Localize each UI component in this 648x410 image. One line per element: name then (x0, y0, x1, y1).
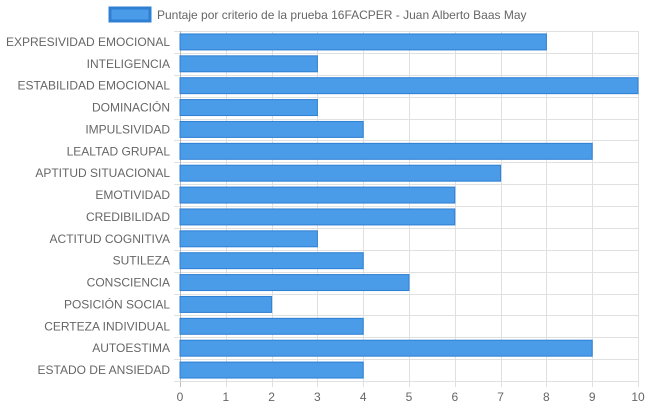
x-tick-label: 8 (543, 390, 550, 404)
legend-swatch[interactable] (108, 6, 152, 23)
category-label: POSICIÓN SOCIAL (64, 296, 170, 311)
x-tick-label: 2 (268, 390, 275, 404)
bar[interactable] (179, 252, 364, 270)
category-label: ACTITUD COGNITIVA (50, 232, 170, 246)
bar[interactable] (179, 208, 456, 226)
bar[interactable] (179, 339, 593, 357)
bar[interactable] (179, 164, 502, 182)
category-label: APTITUD SITUACIONAL (35, 166, 170, 180)
bar[interactable] (179, 77, 639, 95)
x-tick-label: 3 (314, 390, 321, 404)
x-tick-label: 4 (360, 390, 367, 404)
category-label: CREDIBILIDAD (86, 210, 170, 224)
x-tick-label: 5 (406, 390, 413, 404)
category-labels: EXPRESIVIDAD EMOCIONAL INTELIGENCIA ESTABI… (6, 35, 170, 377)
category-label: LEALTAD GRUPAL (67, 144, 171, 158)
category-label: EXPRESIVIDAD EMOCIONAL (6, 35, 170, 49)
x-tick-label: 0 (177, 390, 184, 404)
bar[interactable] (179, 317, 364, 335)
category-label: SUTILEZA (113, 254, 170, 268)
bar[interactable] (179, 230, 318, 248)
bar[interactable] (179, 120, 364, 138)
legend-label[interactable]: Puntaje por criterio de la prueba 16FACP… (157, 8, 527, 22)
x-tick-label: 6 (451, 390, 458, 404)
category-label: ESTABILIDAD EMOCIONAL (18, 79, 171, 93)
category-label: CERTEZA INDIVIDUAL (44, 319, 170, 333)
bar[interactable] (179, 33, 547, 51)
bar[interactable] (179, 55, 318, 73)
category-label: IMPULSIVIDAD (85, 122, 170, 136)
bar[interactable] (179, 186, 456, 204)
bar[interactable] (179, 142, 593, 160)
category-label: INTELIGENCIA (87, 57, 170, 71)
x-tick-label: 1 (222, 390, 229, 404)
x-tick-label: 7 (497, 390, 504, 404)
x-axis-ticks: 0 1 2 3 4 5 6 7 8 9 10 (177, 390, 645, 404)
category-label: ESTADO DE ANSIEDAD (38, 363, 171, 377)
category-label: AUTOESTIMA (92, 341, 170, 355)
category-label: CONSCIENCIA (87, 276, 170, 290)
bar[interactable] (179, 361, 364, 379)
legend[interactable]: Puntaje por criterio de la prueba 16FACP… (108, 6, 527, 23)
bar[interactable] (179, 99, 318, 117)
bar[interactable] (179, 295, 273, 313)
bar[interactable] (179, 274, 410, 292)
x-tick-label: 10 (631, 390, 645, 404)
x-tick-label: 9 (589, 390, 596, 404)
category-label: DOMINACIÓN (92, 100, 170, 115)
bars (179, 33, 639, 379)
category-label: EMOTIVIDAD (95, 188, 170, 202)
